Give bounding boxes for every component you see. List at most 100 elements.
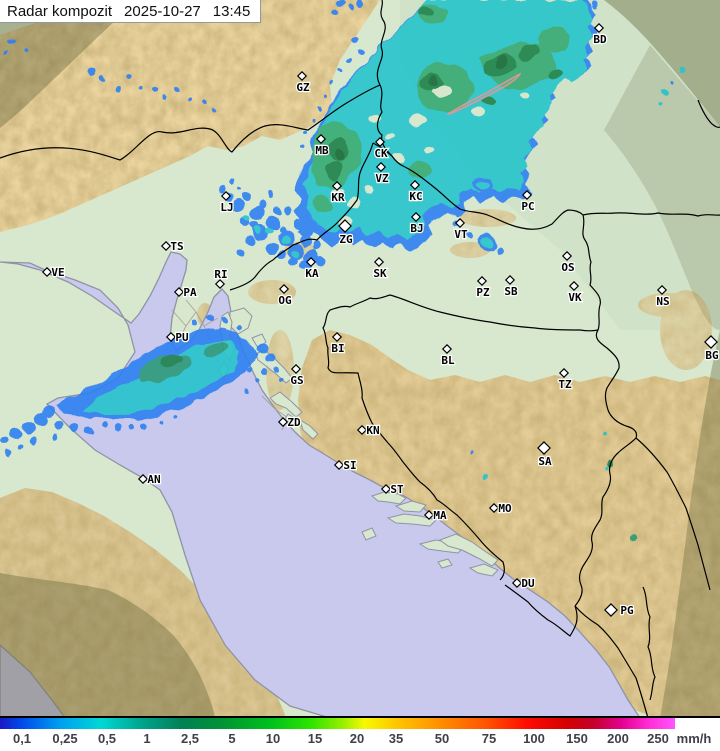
country-borders bbox=[0, 0, 720, 718]
composite-time: 13:45 bbox=[212, 2, 251, 20]
composite-date: 2025-10-27 bbox=[124, 2, 201, 20]
city-label-NS: NS bbox=[656, 295, 669, 308]
city-marker-SK: SK bbox=[372, 256, 388, 281]
city-label-ZG: ZG bbox=[339, 233, 353, 246]
city-label-BJ: BJ bbox=[410, 222, 423, 235]
city-marker-PZ: PZ bbox=[475, 275, 491, 300]
city-diamond-icon bbox=[593, 22, 605, 34]
scale-tick-2: 0,5 bbox=[97, 731, 117, 746]
city-marker-ST: ST bbox=[380, 482, 405, 497]
lake-balaton-outline bbox=[445, 72, 522, 115]
city-diamond-icon bbox=[331, 331, 343, 343]
city-diamond-icon bbox=[561, 250, 573, 262]
city-diamond-icon bbox=[423, 509, 435, 521]
city-label-VT: VT bbox=[454, 228, 468, 241]
city-diamond-icon bbox=[375, 161, 387, 173]
scale-tick-1: 0,25 bbox=[52, 731, 78, 746]
city-marker-TS: TS bbox=[160, 239, 185, 254]
city-diamond-icon bbox=[521, 189, 533, 201]
city-marker-TZ: TZ bbox=[557, 367, 573, 392]
city-diamond-icon bbox=[558, 367, 570, 379]
city-label-LJ: LJ bbox=[220, 201, 233, 214]
city-label-PA: PA bbox=[183, 286, 197, 299]
city-label-BD: BD bbox=[593, 33, 607, 46]
city-marker-KR: KR bbox=[330, 180, 346, 205]
city-label-AN: AN bbox=[147, 473, 160, 486]
city-diamond-icon bbox=[277, 416, 289, 428]
city-label-SB: SB bbox=[504, 285, 518, 298]
city-diamond-icon bbox=[568, 280, 580, 292]
scale-tick-11: 75 bbox=[481, 731, 497, 746]
city-label-VE: VE bbox=[51, 266, 64, 279]
scale-tick-9: 35 bbox=[388, 731, 404, 746]
city-diamond-icon bbox=[380, 483, 392, 495]
city-label-VZ: VZ bbox=[375, 172, 389, 185]
city-label-BL: BL bbox=[441, 354, 455, 367]
city-diamond-icon bbox=[373, 256, 385, 268]
city-marker-PC: PC bbox=[520, 189, 536, 214]
city-diamond-icon bbox=[504, 274, 516, 286]
city-diamond-icon bbox=[511, 577, 523, 589]
city-marker-PU: PU bbox=[165, 330, 190, 345]
city-marker-PG: PG bbox=[604, 603, 635, 618]
scale-tick-12: 100 bbox=[523, 731, 545, 746]
city-marker-VZ: VZ bbox=[374, 161, 390, 186]
scale-tick-5: 5 bbox=[228, 731, 236, 746]
scale-tick-14: 200 bbox=[607, 731, 629, 746]
city-label-CK: CK bbox=[374, 147, 388, 160]
city-diamond-icon bbox=[374, 136, 386, 148]
city-marker-SA: SA bbox=[537, 441, 553, 469]
scale-tick-0: 0,1 bbox=[12, 731, 32, 746]
city-label-KN: KN bbox=[366, 424, 379, 437]
city-diamond-icon bbox=[338, 219, 352, 233]
city-label-RI: RI bbox=[214, 268, 227, 281]
city-marker-BL: BL bbox=[440, 343, 456, 368]
city-marker-BI: BI bbox=[330, 331, 346, 356]
city-diamond-icon bbox=[410, 211, 422, 223]
scale-tick-4: 2,5 bbox=[180, 731, 200, 746]
city-label-MB: MB bbox=[315, 144, 329, 157]
city-diamond-icon bbox=[173, 286, 185, 298]
city-diamond-icon bbox=[296, 70, 308, 82]
radar-map: BD GZ MB LJ KR CK VZ ZG KA SK OG VT BJ KC PC OS VK NS PZ SB… bbox=[0, 0, 720, 718]
city-diamond-icon bbox=[604, 603, 618, 617]
city-label-SA: SA bbox=[538, 455, 552, 468]
city-marker-GZ: GZ bbox=[295, 70, 311, 95]
city-marker-VK: VK bbox=[567, 280, 583, 305]
city-marker-LJ: LJ bbox=[219, 190, 235, 215]
city-label-SI: SI bbox=[343, 459, 356, 472]
city-label-VK: VK bbox=[568, 291, 582, 304]
city-marker-BD: BD bbox=[592, 22, 608, 47]
city-diamond-icon bbox=[278, 283, 290, 295]
city-marker-RI: RI bbox=[213, 267, 229, 290]
city-label-GS: GS bbox=[290, 374, 303, 387]
city-label-PG: PG bbox=[620, 604, 634, 617]
city-label-KR: KR bbox=[331, 191, 345, 204]
city-label-PC: PC bbox=[521, 200, 534, 213]
city-label-GZ: GZ bbox=[296, 81, 310, 94]
city-diamond-icon bbox=[165, 331, 177, 343]
city-label-OS: OS bbox=[561, 261, 574, 274]
app-title: Radar kompozit bbox=[7, 2, 113, 20]
precipitation-layer bbox=[2, 0, 684, 542]
title-bar: Radar kompozit 2025-10-27 13:45 bbox=[0, 0, 262, 23]
city-marker-ZG: ZG bbox=[338, 219, 354, 247]
scale-tick-6: 10 bbox=[265, 731, 281, 746]
intensity-scale: 0,1 0,25 0,5 1 2,5 5 10 15 20 35 50 75 100 150 200 250 m… bbox=[0, 716, 720, 751]
city-label-OG: OG bbox=[278, 294, 292, 307]
city-markers: BD GZ MB LJ KR CK VZ ZG KA SK OG VT BJ KC PC OS VK NS PZ SB… bbox=[41, 22, 720, 618]
city-marker-VT: VT bbox=[453, 217, 469, 242]
city-diamond-icon bbox=[214, 278, 226, 290]
city-diamond-icon bbox=[331, 180, 343, 192]
city-label-SK: SK bbox=[373, 267, 387, 280]
city-marker-MA: MA bbox=[423, 508, 448, 523]
scale-tick-8: 20 bbox=[349, 731, 365, 746]
out-of-range-shading bbox=[0, 0, 720, 718]
city-diamond-icon bbox=[305, 256, 317, 268]
city-diamond-icon bbox=[656, 284, 668, 296]
city-diamond-icon bbox=[488, 502, 500, 514]
city-diamond-icon bbox=[160, 240, 172, 252]
city-marker-KC: KC bbox=[408, 179, 424, 204]
scale-tick-3: 1 bbox=[143, 731, 151, 746]
city-diamond-icon bbox=[454, 217, 466, 229]
